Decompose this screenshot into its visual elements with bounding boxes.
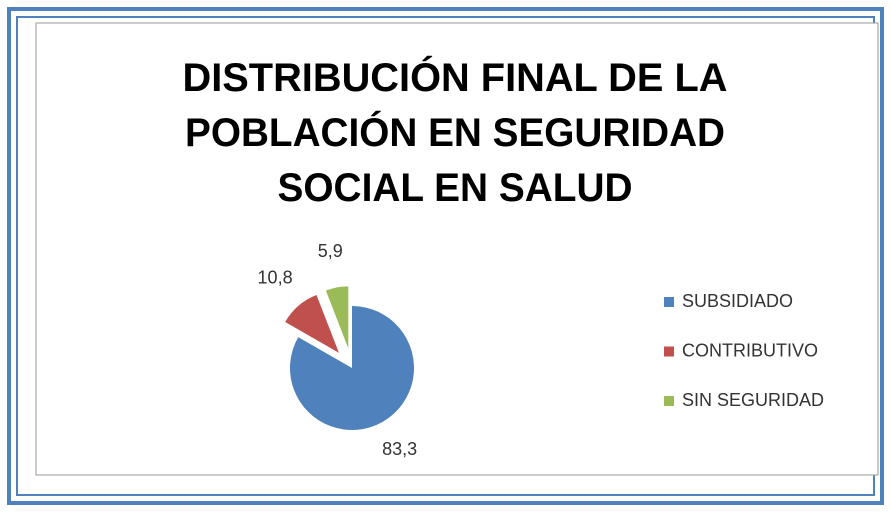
outer-frame bbox=[7, 7, 884, 505]
legend-label: SIN SEGURIDAD bbox=[682, 390, 824, 410]
pie-slice bbox=[325, 286, 349, 349]
data-label: 10,8 bbox=[258, 267, 293, 287]
legend-label: CONTRIBUTIVO bbox=[682, 340, 818, 360]
legend-swatch bbox=[664, 297, 674, 307]
chart-title: DISTRIBUCIÓN FINAL DE LA POBLACIÓN EN SEG… bbox=[183, 54, 728, 210]
legend-swatch bbox=[664, 346, 674, 357]
legend-label: SUBSIDIADO bbox=[682, 291, 793, 311]
plot-area bbox=[35, 22, 879, 476]
pie-slice bbox=[285, 295, 339, 353]
data-label: 83,3 bbox=[382, 439, 417, 459]
data-label: 5,9 bbox=[318, 241, 343, 261]
pie-slice bbox=[289, 306, 414, 431]
legend-swatch bbox=[664, 396, 674, 406]
